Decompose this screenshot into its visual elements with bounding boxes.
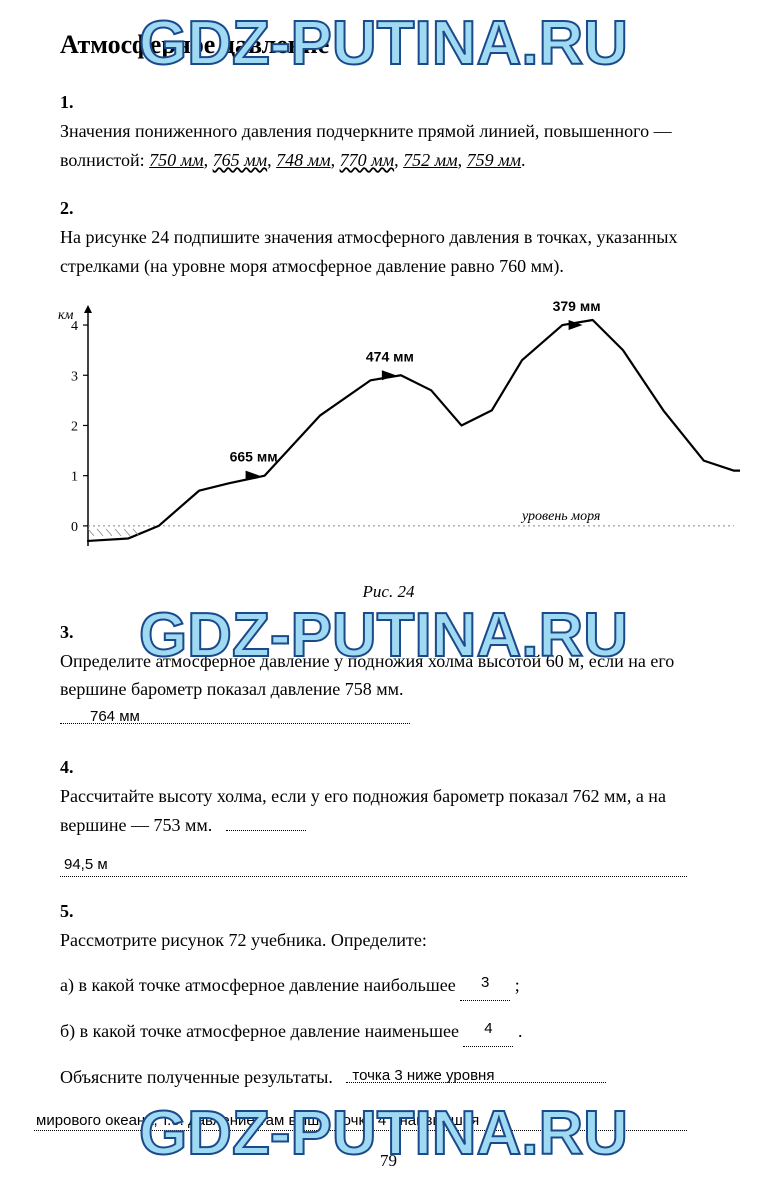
task-1: 1. Значения пониженного давления подчерк… (60, 88, 717, 174)
task-3-answer: 764 мм (90, 705, 140, 729)
task-1-body: Значения пониженного давления подчеркнит… (60, 117, 687, 175)
svg-text:0: 0 (71, 520, 78, 535)
task-1-value: 752 мм (403, 150, 457, 170)
task-5-sub-a: а) в какой точке атмосферное давление на… (60, 971, 687, 1001)
svg-text:1: 1 (71, 469, 78, 484)
svg-text:2: 2 (71, 419, 78, 434)
task-2-text: На рисунке 24 подпишите значения атмосфе… (60, 223, 687, 281)
task-1-value: 750 мм (149, 150, 203, 170)
task-4-body: Рассчитайте высоту холма, если у его под… (60, 782, 687, 878)
task-1-value: 748 мм (276, 150, 330, 170)
task-1-value: 759 мм (467, 150, 521, 170)
svg-text:км: км (58, 308, 74, 323)
svg-text:3: 3 (71, 369, 78, 384)
task-1-number: 1. (60, 88, 86, 117)
task-3-text: Определите атмосферное давление у поднож… (60, 651, 674, 700)
task-2: 2. На рисунке 24 подпишите значения атмо… (60, 194, 717, 280)
task-5: 5. Рассмотрите рисунок 72 учебника. Опре… (60, 897, 717, 1131)
task-5b-answer: 4 (484, 1020, 492, 1037)
svg-text:474 мм: 474 мм (366, 348, 414, 364)
task-4: 4. Рассчитайте высоту холма, если у его … (60, 753, 717, 877)
page-number: 79 (60, 1151, 717, 1171)
pressure-chart: 01234кмуровень моря665 мм474 мм379 мм (40, 301, 717, 576)
task-1-value: 765 мм (213, 150, 267, 170)
task-5b-text: б) в какой точке атмосферное давление на… (60, 1021, 459, 1041)
task-3-body: Определите атмосферное давление у поднож… (60, 647, 687, 733)
task-5-sub-b: б) в какой точке атмосферное давление на… (60, 1017, 687, 1047)
task-5-number: 5. (60, 897, 86, 926)
task-3-number: 3. (60, 618, 86, 647)
page-title: Атмосферное давление (60, 30, 717, 60)
task-5-explain-answer-1: точка 3 ниже уровня (352, 1064, 494, 1088)
task-4-text: Рассчитайте высоту холма, если у его под… (60, 786, 666, 835)
task-5a-answer: 3 (481, 974, 489, 991)
task-5-body: Рассмотрите рисунок 72 учебника. Определ… (60, 926, 687, 1131)
page-content: Атмосферное давление 1. Значения понижен… (0, 0, 767, 1191)
task-1-value: 770 мм (340, 150, 394, 170)
svg-text:уровень моря: уровень моря (520, 509, 600, 524)
task-4-answer: 94,5 м (64, 853, 108, 877)
task-5-text: Рассмотрите рисунок 72 учебника. Определ… (60, 930, 427, 950)
chart-caption: Рис. 24 (60, 582, 717, 602)
task-4-number: 4. (60, 753, 86, 782)
task-5a-text: а) в какой точке атмосферное давление на… (60, 975, 456, 995)
task-5-explain-answer-2: мирового океана, т.е. давление там выше,… (36, 1109, 479, 1133)
task-5-explain-label: Объясните полученные результаты. (60, 1067, 333, 1087)
task-2-number: 2. (60, 194, 86, 223)
task-3: 3. Определите атмосферное давление у под… (60, 618, 717, 733)
task-5-explain: Объясните полученные результаты. точка 3… (60, 1063, 687, 1092)
svg-text:379 мм: 379 мм (553, 301, 601, 314)
svg-text:665 мм: 665 мм (230, 448, 278, 464)
